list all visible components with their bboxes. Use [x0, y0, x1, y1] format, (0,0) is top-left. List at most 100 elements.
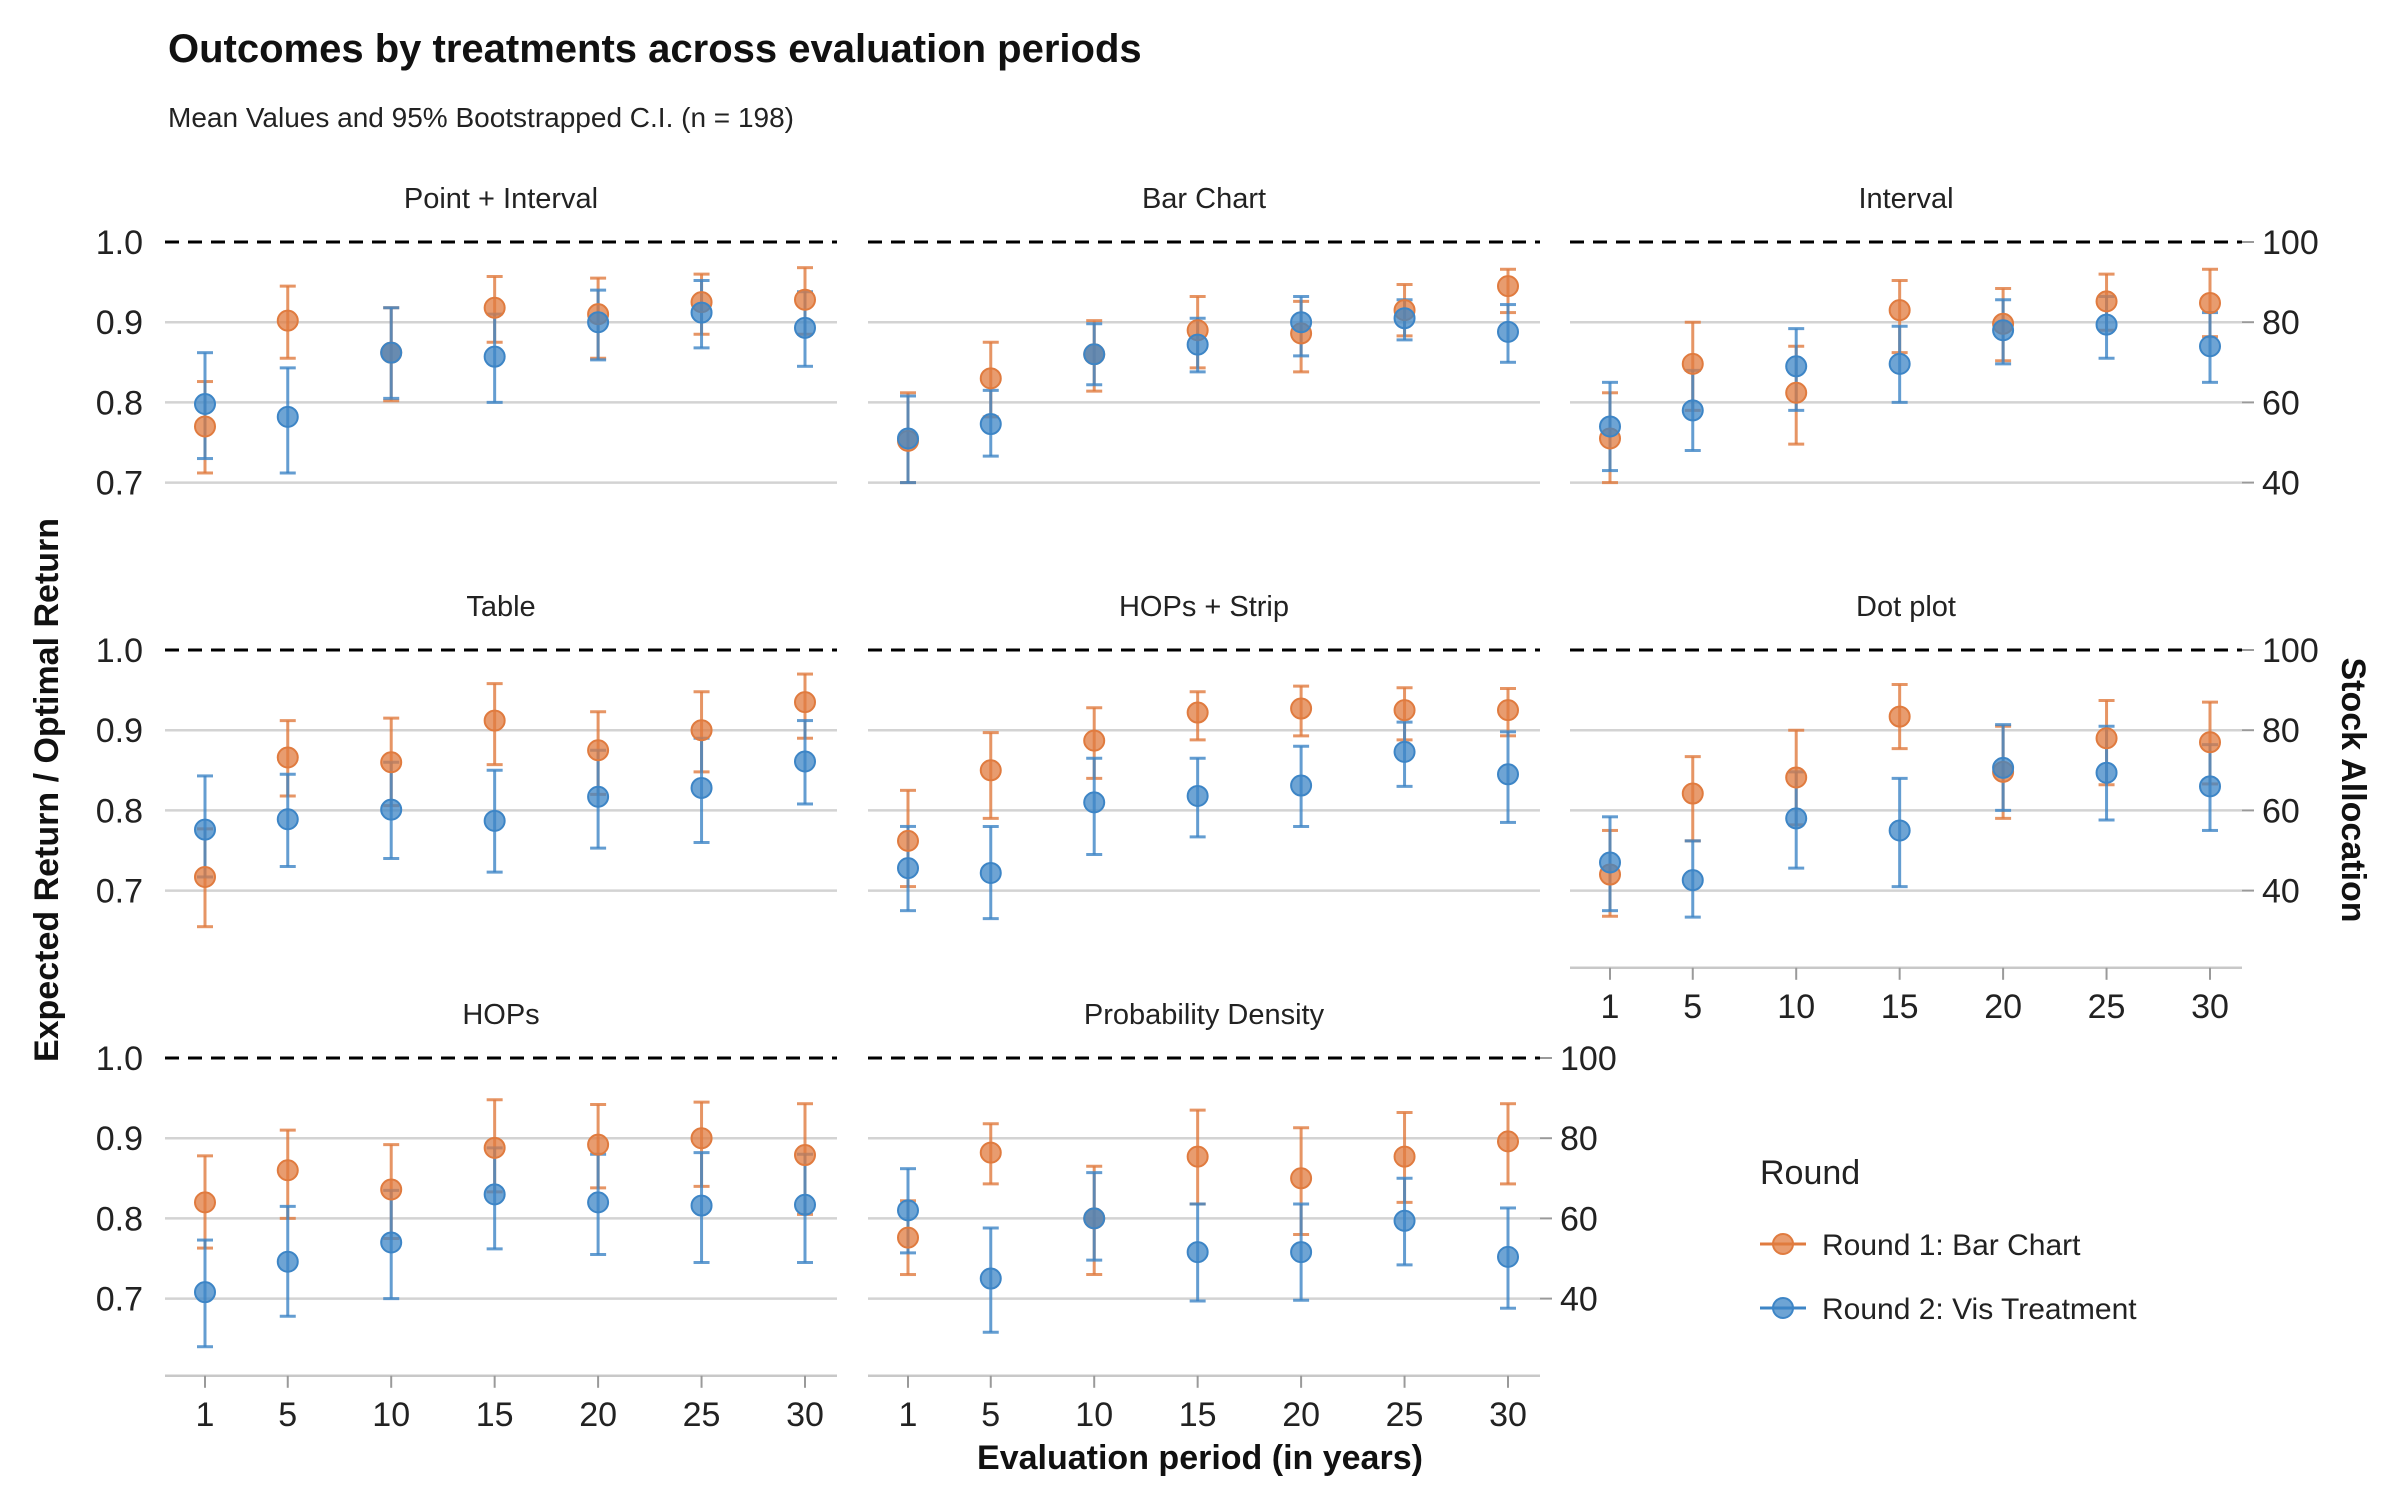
y-tick-label: 1.0	[96, 1040, 143, 1078]
point-round1	[276, 309, 299, 332]
point-round1	[979, 759, 1002, 782]
point-round1	[1497, 275, 1519, 298]
point-round1	[979, 367, 1002, 390]
y2-tick-label: 80	[1560, 1120, 1598, 1158]
point-round2	[194, 393, 216, 416]
y2-tick-label: 60	[1560, 1200, 1598, 1238]
y2-tick-label: 60	[2262, 384, 2300, 422]
point-round1	[1888, 299, 1911, 322]
panel-title: Dot plot	[1856, 591, 1956, 623]
panel-title: Probability Density	[1084, 999, 1325, 1031]
point-round2	[587, 1191, 610, 1214]
y-axis-label: Expected Return / Optimal Return	[28, 518, 66, 1062]
point-round2	[1888, 352, 1911, 375]
legend-item-round2: Round 2: Vis Treatment	[1760, 1293, 2137, 1326]
point-round2	[587, 311, 610, 334]
y-tick-label: 0.7	[96, 1281, 143, 1319]
y-tick-label: 0.8	[96, 384, 143, 422]
point-round1	[1393, 1145, 1416, 1168]
point-round2	[2199, 775, 2221, 798]
point-round2	[276, 405, 299, 428]
x-tick-label: 5	[1683, 988, 1702, 1026]
point-round1	[483, 709, 506, 732]
x-tick-label: 10	[1777, 988, 1815, 1026]
point-round1	[690, 1127, 713, 1150]
point-round1	[1290, 697, 1313, 720]
x-tick-label: 1	[899, 1396, 918, 1434]
point-round1	[276, 1159, 299, 1182]
point-round1	[1497, 699, 1519, 722]
legend-title: Round	[1760, 1154, 1860, 1192]
panel-interval: Interval 40 60 80 100	[1570, 183, 2319, 503]
point-round2	[194, 818, 216, 841]
panel-title: HOPs + Strip	[1119, 591, 1289, 623]
point-round2	[1186, 1241, 1209, 1264]
point-round1	[587, 1133, 610, 1156]
point-round2	[276, 808, 299, 831]
point-round2	[690, 1194, 713, 1217]
point-round1	[1186, 1145, 1209, 1168]
point-round1	[1785, 766, 1808, 789]
y2-tick-label: 80	[2262, 712, 2300, 750]
point-round2	[794, 1193, 816, 1216]
point-round1	[194, 865, 216, 888]
x-tick-label: 20	[1282, 1396, 1320, 1434]
point-round2	[897, 857, 919, 880]
legend-label-round1: Round 1: Bar Chart	[1822, 1229, 2081, 1262]
y2-tick-label: 40	[2262, 465, 2300, 503]
point-round1	[1785, 381, 1808, 404]
point-round2	[1785, 355, 1808, 378]
y2-tick-label: 100	[2262, 632, 2319, 670]
x-tick-label: 15	[1179, 1396, 1217, 1434]
point-round2	[897, 427, 919, 450]
point-round2	[690, 301, 713, 324]
y-tick-label: 0.9	[96, 304, 143, 342]
x-tick-label: 1	[196, 1396, 215, 1434]
x-tick-label: 30	[1489, 1396, 1527, 1434]
point-round1	[1393, 699, 1416, 722]
legend-marker-round2	[1772, 1297, 1794, 1319]
point-round2	[1290, 774, 1313, 797]
point-round2	[690, 776, 713, 799]
point-round1	[276, 746, 299, 769]
point-round1	[194, 1191, 216, 1214]
point-round2	[1497, 763, 1519, 786]
legend: Round Round 1: Bar Chart Round 2: Vis Tr…	[1760, 1154, 2137, 1326]
panel-table: Table 0.7 0.8 0.9 1.0	[96, 591, 837, 929]
point-round1	[1186, 701, 1209, 724]
point-round2	[1186, 784, 1209, 807]
point-round1	[897, 829, 919, 852]
legend-label-round2: Round 2: Vis Treatment	[1822, 1293, 2137, 1326]
y2-tick-label: 60	[2262, 792, 2300, 830]
point-round1	[1681, 352, 1704, 375]
chart-subtitle: Mean Values and 95% Bootstrapped C.I. (n…	[168, 102, 794, 133]
point-round2	[1785, 807, 1808, 830]
panel-bar-chart: Bar Chart	[868, 183, 1540, 485]
secondary-y-axis-label: Stock Allocation	[2334, 657, 2372, 922]
x-tick-label: 25	[1386, 1396, 1424, 1434]
point-round2	[380, 798, 403, 821]
panel-title: Interval	[1858, 183, 1953, 215]
point-round1	[2095, 727, 2118, 750]
x-tick-label: 10	[372, 1396, 410, 1434]
point-round1	[380, 751, 403, 774]
point-round1	[1497, 1130, 1519, 1153]
point-round1	[2199, 291, 2221, 314]
y-tick-label: 1.0	[96, 224, 143, 262]
point-round2	[1681, 869, 1704, 892]
y-tick-label: 0.8	[96, 1200, 143, 1238]
point-round2	[483, 345, 506, 368]
y-tick-label: 0.9	[96, 1120, 143, 1158]
point-round2	[1599, 851, 1621, 874]
point-round2	[1599, 415, 1621, 438]
panel-title: Point + Interval	[404, 183, 598, 215]
point-round2	[897, 1199, 919, 1222]
x-tick-label: 20	[579, 1396, 617, 1434]
y2-tick-label: 100	[2262, 224, 2319, 262]
point-round2	[587, 785, 610, 808]
point-round1	[897, 1226, 919, 1249]
point-round2	[1083, 791, 1106, 814]
point-round2	[979, 861, 1002, 884]
